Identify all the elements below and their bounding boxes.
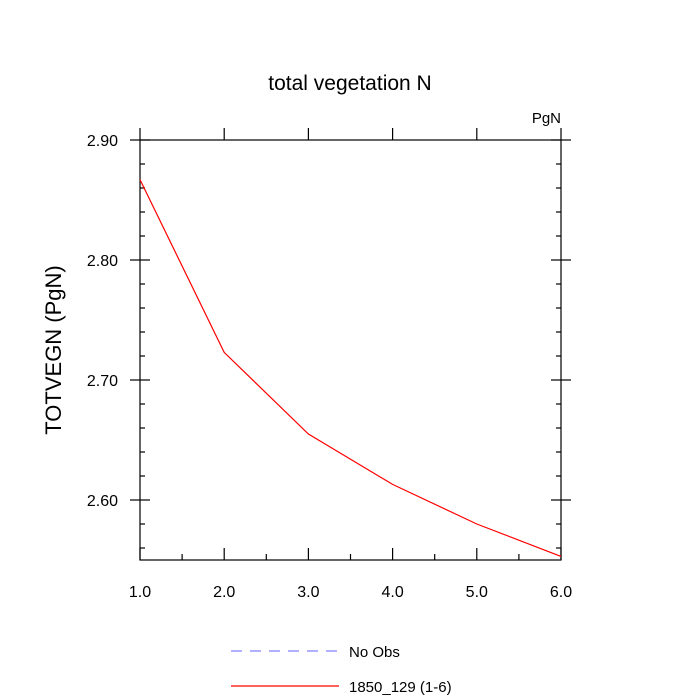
units-label: PgN	[532, 110, 561, 127]
y-tick-label: 2.70	[87, 373, 118, 390]
x-tick-label: 2.0	[213, 584, 235, 601]
y-tick-label: 2.90	[87, 133, 118, 150]
chart-title: total vegetation N	[268, 72, 431, 95]
y-axis-label: TOTVEGN (PgN)	[41, 265, 66, 435]
x-tick-label: 3.0	[297, 584, 319, 601]
y-tick-label: 2.60	[87, 493, 118, 510]
x-tick-label: 4.0	[381, 584, 403, 601]
x-tick-label: 6.0	[550, 584, 572, 601]
x-tick-label: 1.0	[129, 584, 151, 601]
x-tick-label: 5.0	[466, 584, 488, 601]
y-tick-label: 2.80	[87, 253, 118, 270]
plot-frame	[139, 139, 562, 561]
legend-label: 1850_129 (1-6)	[349, 679, 452, 696]
legend-label: No Obs	[349, 644, 400, 661]
series-line	[139, 179, 562, 557]
